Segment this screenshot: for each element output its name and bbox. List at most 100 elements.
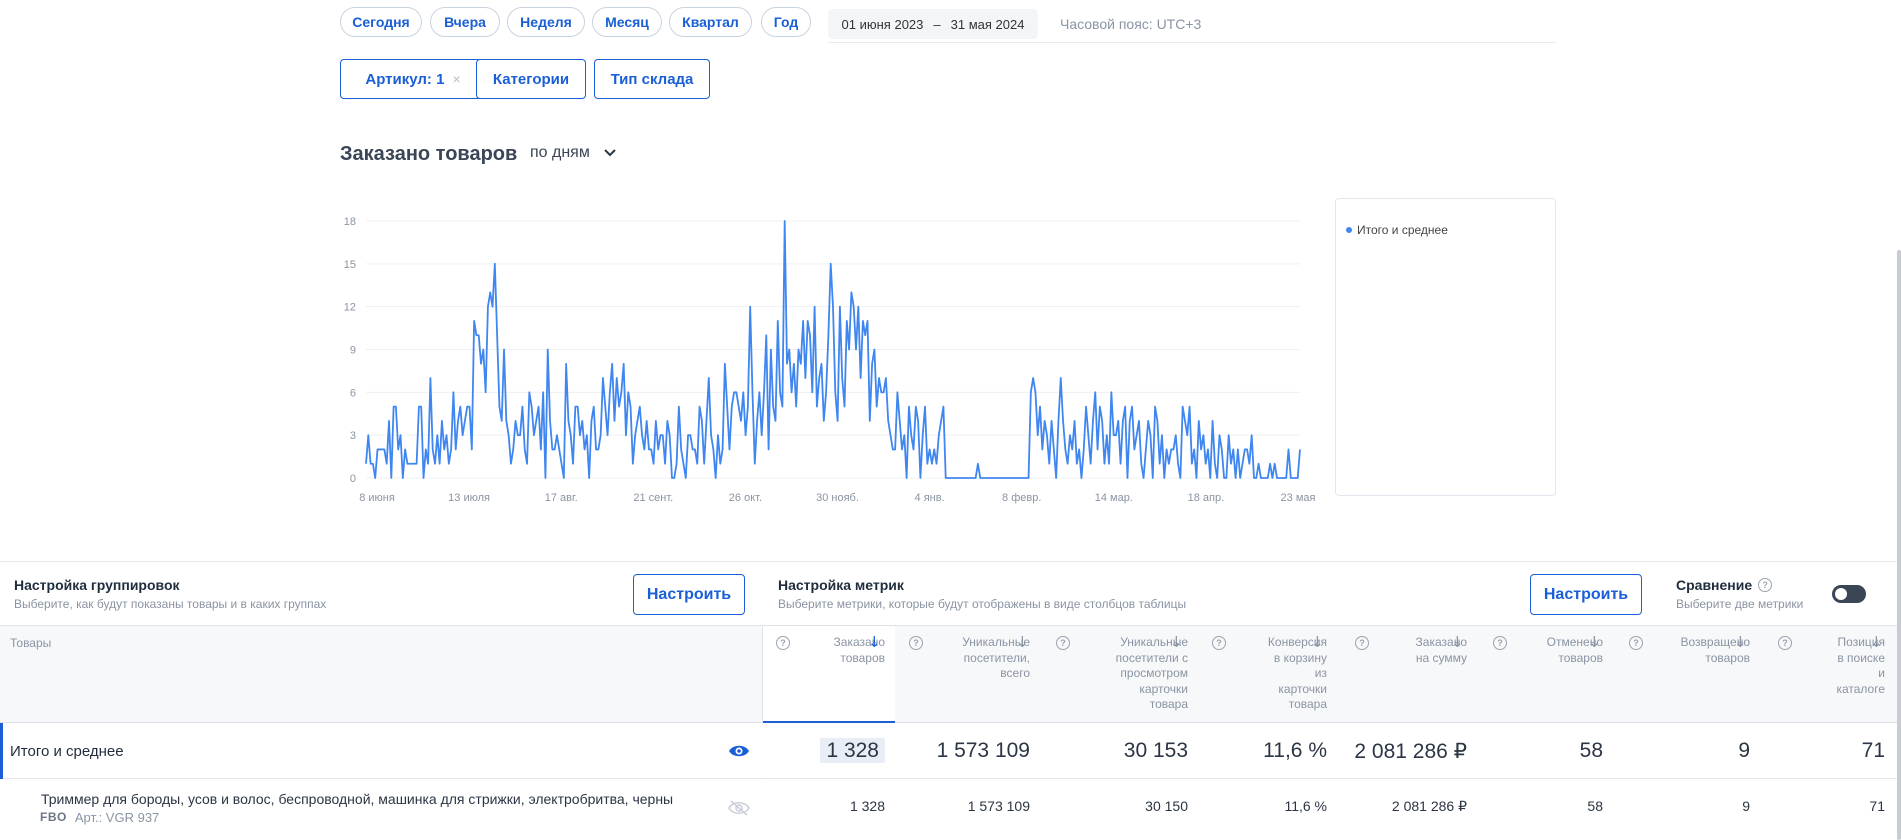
page-scrollbar[interactable] (1897, 250, 1901, 840)
date-from: 01 июня 2023 (841, 16, 924, 32)
column-header-line: Уникальные (962, 635, 1030, 649)
help-icon[interactable]: ? (1056, 636, 1070, 650)
x-tick-label: 4 янв. (915, 492, 945, 504)
column-header-line: Заказано (833, 635, 885, 649)
x-tick-label: 8 июня (359, 492, 395, 504)
sort-arrow-icon[interactable]: ↓ (1170, 633, 1183, 651)
article-filter-label: Артикул: 1 (365, 70, 445, 88)
period-year-button[interactable]: Год (761, 7, 811, 37)
sort-arrow-icon[interactable]: ↓ (1734, 633, 1747, 651)
comparison-title: Сравнение ? (1676, 577, 1773, 593)
metric-column-header[interactable]: Уникальные посетители с просмотром карточки… (1076, 635, 1188, 713)
help-icon[interactable]: ? (1629, 636, 1643, 650)
product-meta: FBO Арт.: VGR 937 (40, 810, 159, 825)
chevron-down-icon (604, 149, 616, 157)
legend-dot-icon (1346, 227, 1352, 233)
eye-off-icon[interactable] (728, 799, 750, 817)
item-metric-value: 1 328 (849, 798, 885, 814)
period-quarter-button[interactable]: Квартал (669, 7, 752, 37)
total-metric-value: 1 328 (820, 738, 885, 763)
configure-groupings-button[interactable]: Настроить (633, 574, 745, 615)
comparison-toggle[interactable] (1832, 585, 1866, 603)
help-icon[interactable]: ? (1493, 636, 1507, 650)
item-metric-value: 9 (1742, 798, 1750, 814)
sort-arrow-icon[interactable]: ↓ (1588, 633, 1601, 651)
column-header-line: товаров (1705, 650, 1750, 665)
close-icon[interactable]: × (452, 71, 461, 87)
item-metric-value: 1 573 109 (967, 798, 1030, 814)
article-filter-button[interactable]: Артикул: 1 × (340, 59, 486, 99)
x-tick-label: 26 окт. (729, 492, 762, 504)
column-header-line: карточки (1139, 681, 1188, 696)
x-tick-label: 21 сент. (633, 492, 673, 504)
legend-item-label: Итого и среднее (1357, 223, 1448, 237)
sort-arrow-icon[interactable]: ↓ (868, 633, 881, 651)
y-tick-label: 15 (344, 259, 356, 271)
item-metric-value: 2 081 286 ₽ (1391, 798, 1467, 814)
period-week-button[interactable]: Неделя (507, 7, 585, 37)
date-range-picker[interactable]: 01 июня 2023 – 31 мая 2024 (828, 9, 1038, 39)
metric-column-header[interactable]: Конверсия в корзину из карточки товара (1232, 635, 1327, 713)
period-today-button[interactable]: Сегодня (340, 7, 422, 37)
settings-top-divider (0, 561, 1901, 562)
help-icon[interactable]: ? (909, 636, 923, 650)
help-icon[interactable]: ? (1212, 636, 1226, 650)
column-header-line: Позиция (1837, 635, 1885, 649)
series-line-total (365, 220, 1301, 479)
eye-icon[interactable] (728, 743, 750, 759)
sort-arrow-icon[interactable]: ↓ (1311, 633, 1324, 651)
legend-item[interactable]: Итого и среднее (1346, 223, 1448, 237)
column-header-line: посетители с (1115, 650, 1188, 665)
column-header-line: Конверсия (1267, 635, 1327, 649)
column-header-line: на сумму (1415, 650, 1467, 665)
period-month-button[interactable]: Месяц (592, 7, 662, 37)
help-icon[interactable]: ? (1758, 578, 1773, 592)
product-title[interactable]: Триммер для бороды, усов и волос, беспро… (41, 791, 674, 807)
granularity-select[interactable]: по дням (530, 144, 616, 162)
sort-arrow-icon[interactable]: ↓ (1451, 633, 1464, 651)
help-icon[interactable]: ? (1355, 636, 1369, 650)
metrics-title: Настройка метрик (778, 577, 904, 593)
item-metric-value: 30 150 (1145, 798, 1188, 814)
sort-arrow-icon[interactable]: ↓ (1016, 633, 1029, 651)
x-tick-label: 23 мая (1281, 492, 1316, 504)
metric-column-header[interactable]: Позиция в поиске и каталоге (1798, 635, 1885, 697)
column-header-line: посетители, (963, 650, 1030, 665)
configure-metrics-button[interactable]: Настроить (1530, 574, 1642, 615)
warehouse-type-filter-button[interactable]: Тип склада (594, 59, 710, 99)
groupings-title: Настройка группировок (14, 577, 180, 593)
help-icon[interactable]: ? (776, 636, 790, 650)
categories-filter-button[interactable]: Категории (476, 59, 586, 99)
column-header-line: товара (1149, 697, 1188, 711)
total-metric-value: 30 153 (1123, 739, 1188, 762)
column-header-line: всего (1000, 666, 1030, 680)
help-icon[interactable]: ? (1778, 636, 1792, 650)
total-metric-value: 1 573 109 (936, 739, 1030, 762)
column-header-line: в поиске (1837, 650, 1885, 665)
column-header-line: товаров (1558, 650, 1603, 665)
metric-column-header[interactable]: Уникальные посетители, всего (929, 635, 1030, 682)
metric-column-header[interactable]: Возвращено товаров (1649, 635, 1750, 666)
metric-column-header[interactable]: Заказано на сумму (1375, 635, 1467, 666)
y-tick-label: 6 (350, 387, 356, 399)
column-header-line: Отменено (1546, 635, 1603, 649)
chart-title: Заказано товаров (340, 143, 518, 165)
comparison-subtitle: Выберите две метрики (1676, 597, 1804, 611)
top-divider (828, 42, 1556, 43)
table-row[interactable]: Триммер для бороды, усов и волос, беспро… (0, 780, 1901, 840)
metrics-subtitle: Выберите метрики, которые будут отображе… (778, 597, 1187, 611)
product-article: Арт.: VGR 937 (74, 810, 160, 825)
total-metric-value: 11,6 % (1263, 739, 1327, 762)
sort-arrow-icon[interactable]: ↓ (1870, 633, 1883, 651)
metric-column-header[interactable]: Отменено товаров (1513, 635, 1603, 666)
orders-line-chart: 0 3 6 9 12 15 18 8 июня 13 июля 17 авг. 21 сент. 26… (344, 216, 1316, 504)
total-row[interactable]: Итого и среднее 1 328 1 573 109 30 153 11,6… (0, 723, 1901, 779)
column-header-line: товара (1288, 697, 1327, 711)
granularity-value: по дням (530, 144, 590, 161)
column-header-line: в корзину (1273, 650, 1327, 665)
metric-column-header[interactable]: Заказано товаров (796, 635, 885, 666)
period-yesterday-button[interactable]: Вчера (430, 7, 500, 37)
column-header-line: Возвращено (1680, 635, 1750, 649)
y-tick-label: 3 (350, 430, 356, 442)
x-tick-label: 18 апр. (1188, 492, 1225, 504)
